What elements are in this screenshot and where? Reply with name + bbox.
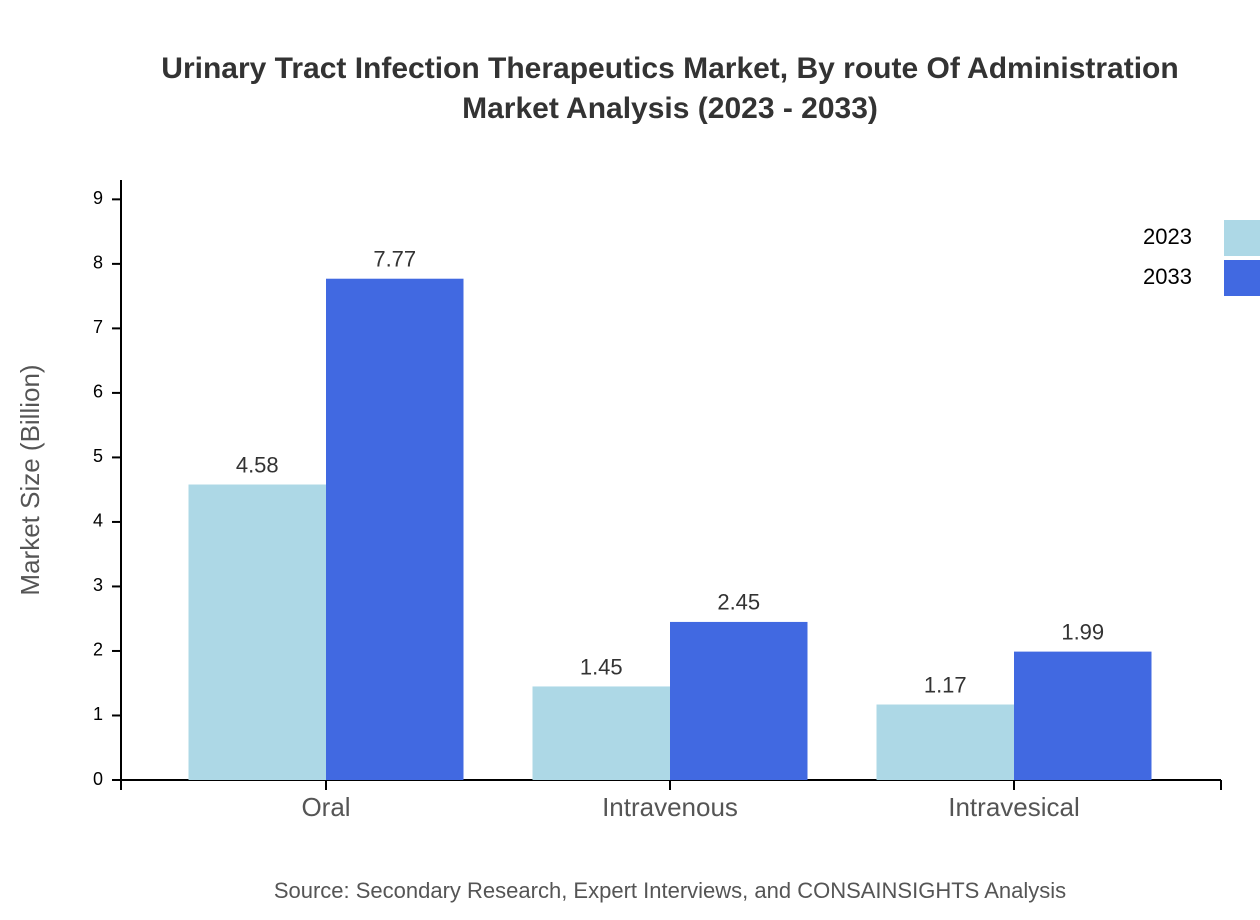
y-tick-label: 5	[93, 446, 103, 466]
data-label: 2.45	[717, 590, 760, 615]
data-label: 1.99	[1061, 619, 1104, 644]
x-tick-label: Intravesical	[948, 792, 1080, 822]
legend-swatch	[1224, 220, 1260, 256]
y-tick-label: 0	[93, 769, 103, 789]
bar	[876, 704, 1014, 780]
y-tick-label: 8	[93, 253, 103, 273]
bar	[532, 686, 670, 780]
x-tick-label: Intravenous	[602, 792, 738, 822]
y-tick-label: 6	[93, 382, 103, 402]
legend-swatch	[1224, 260, 1260, 296]
y-tick-label: 3	[93, 575, 103, 595]
y-axis-label: Market Size (Billion)	[15, 364, 45, 595]
chart-title: Market Analysis (2023 - 2033)	[462, 92, 878, 125]
data-label: 1.45	[580, 654, 623, 679]
legend-label: 2033	[1143, 264, 1192, 289]
y-tick-label: 1	[93, 704, 103, 724]
data-label: 7.77	[373, 247, 416, 272]
data-label: 4.58	[236, 452, 279, 477]
bar	[1014, 651, 1152, 780]
legend-label: 2023	[1143, 224, 1192, 249]
bar	[670, 621, 808, 780]
chart-title: Urinary Tract Infection Therapeutics Mar…	[161, 52, 1178, 85]
y-tick-label: 4	[93, 511, 103, 531]
y-tick-label: 7	[93, 317, 103, 337]
bar	[326, 278, 464, 780]
y-tick-label: 9	[93, 188, 103, 208]
data-label: 1.17	[924, 672, 967, 697]
y-tick-label: 2	[93, 640, 103, 660]
bar	[188, 484, 326, 780]
x-tick-label: Oral	[301, 792, 350, 822]
source-note: Source: Secondary Research, Expert Inter…	[274, 878, 1066, 903]
